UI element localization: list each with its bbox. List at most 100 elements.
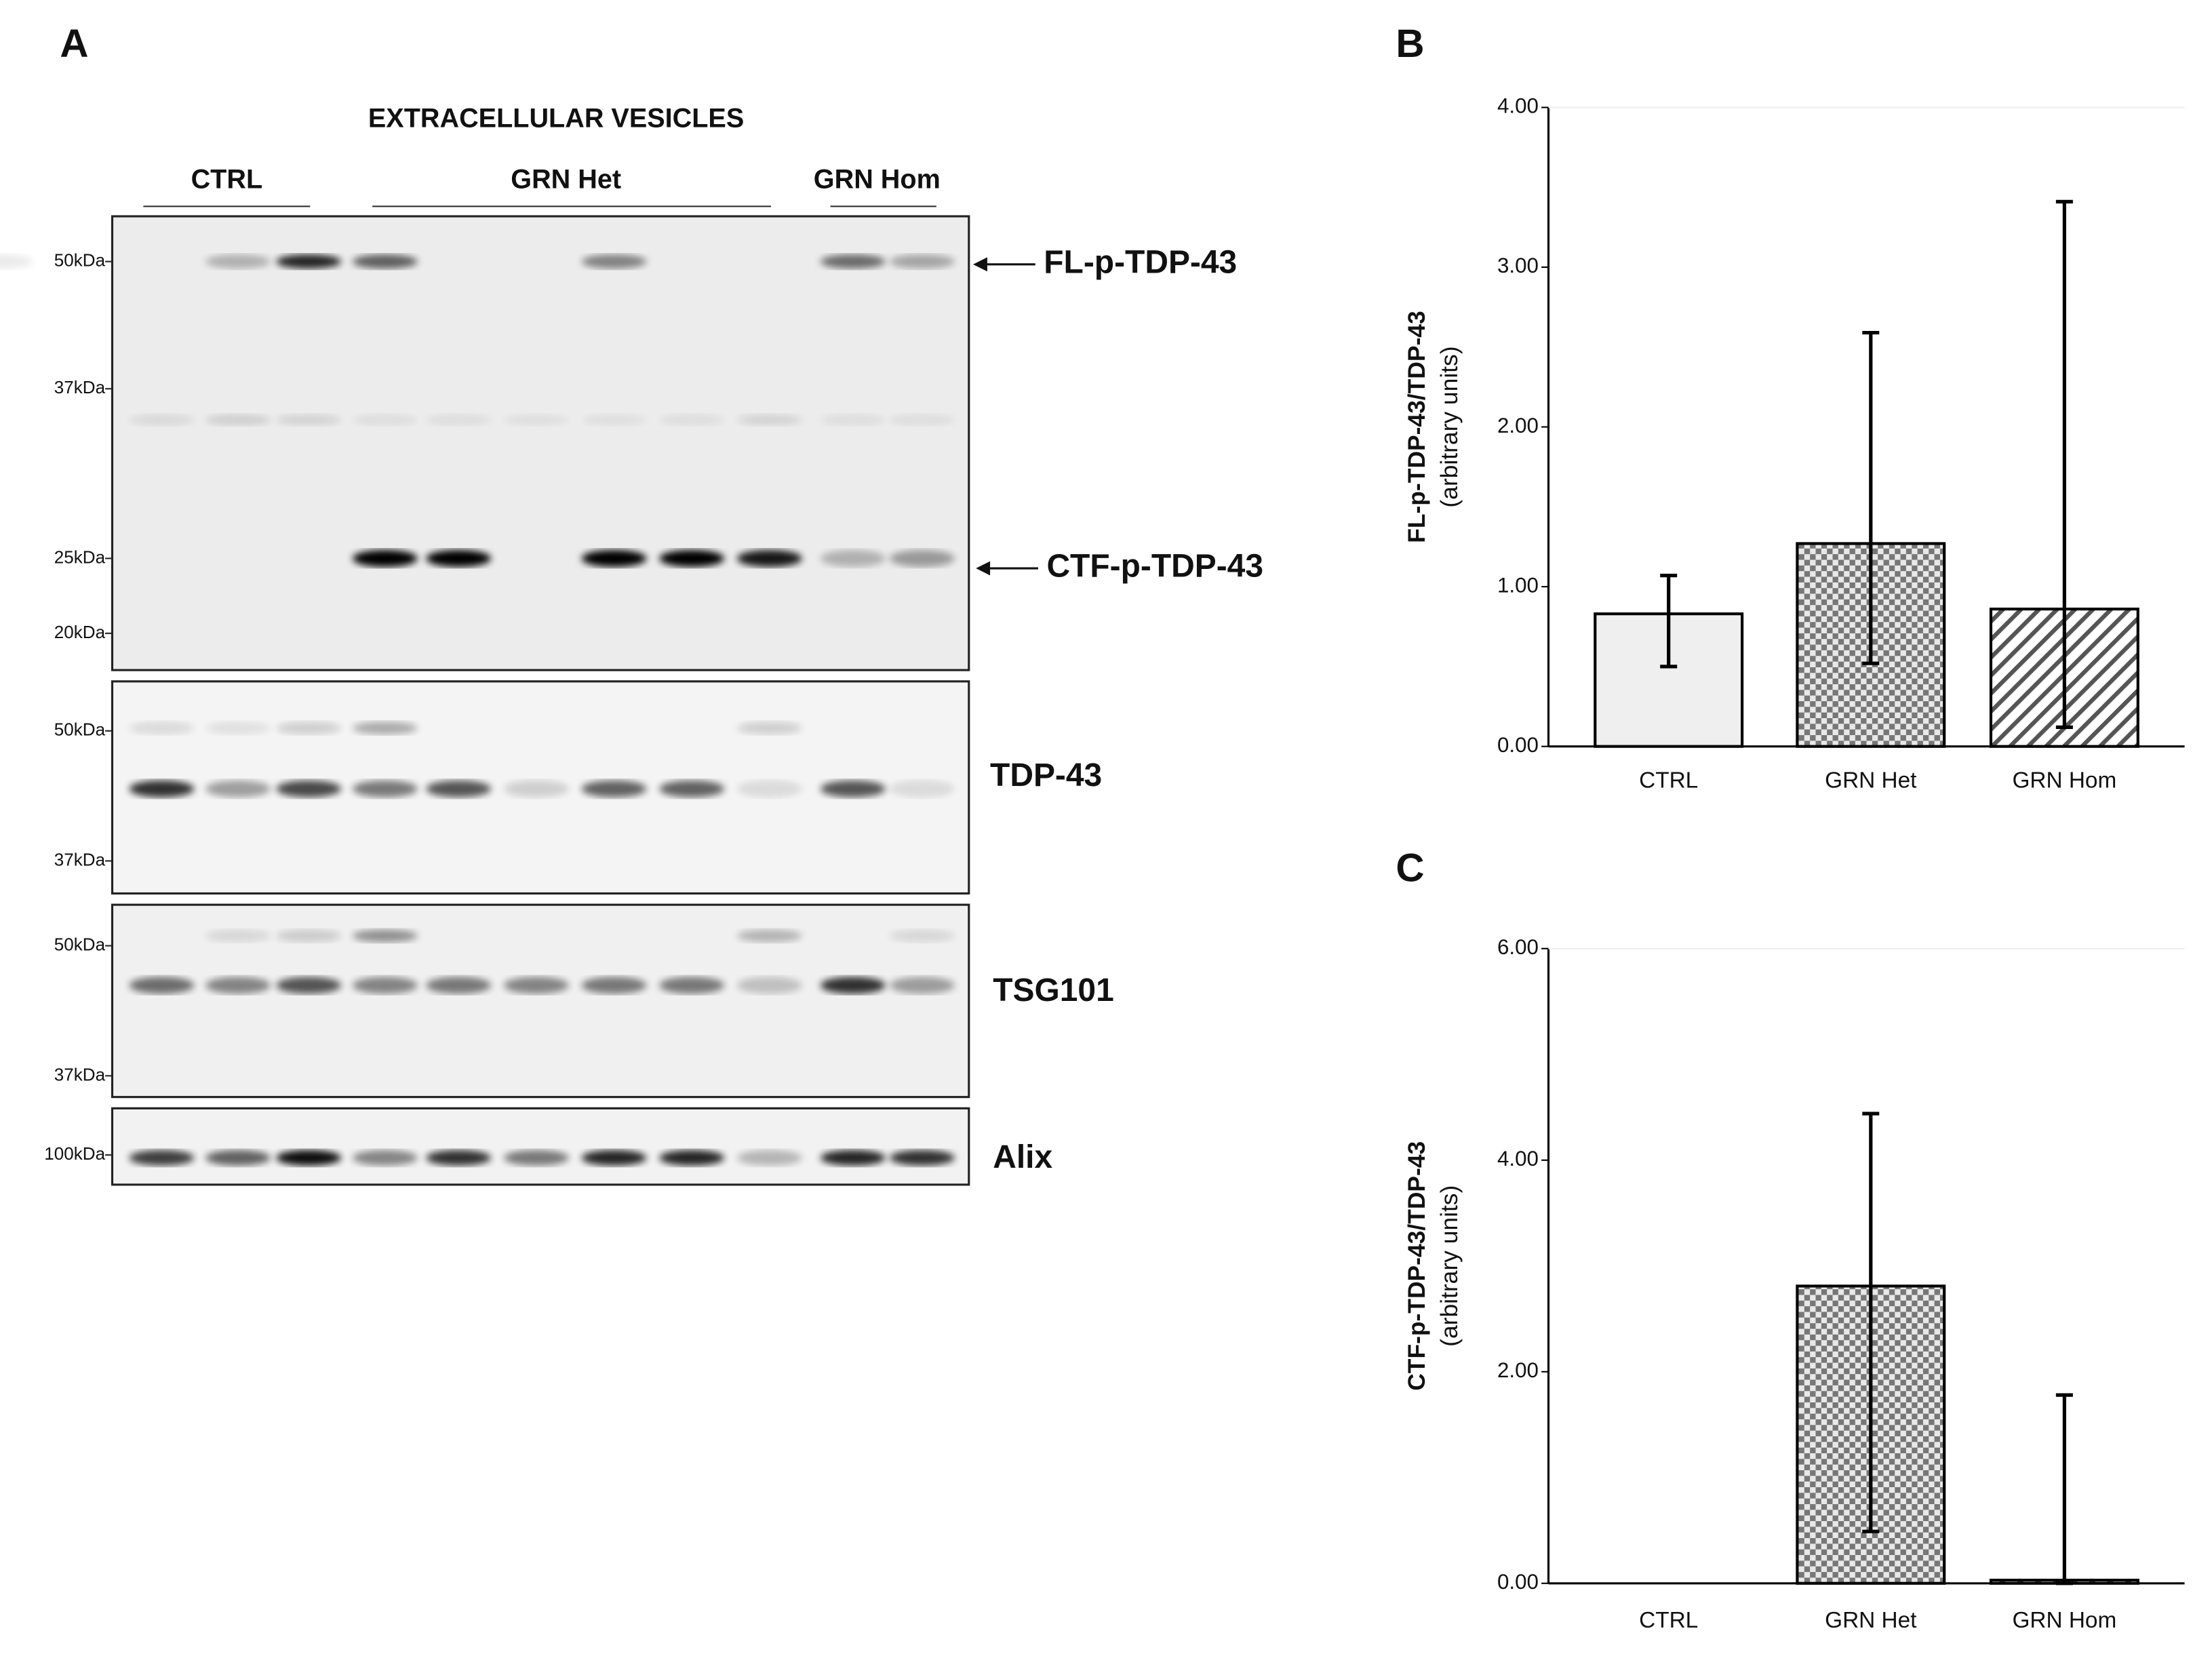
- y-tick-label: 3.00: [1497, 254, 1539, 277]
- band: [581, 780, 647, 798]
- membrane: [111, 1107, 970, 1186]
- panel-letter: C: [1396, 846, 1424, 890]
- band: [352, 977, 418, 994]
- y-tick-label: 6.00: [1497, 935, 1539, 959]
- x-tick-label: GRN Hom: [2012, 768, 2116, 793]
- band: [352, 414, 418, 426]
- band: [129, 414, 195, 426]
- band: [352, 929, 418, 943]
- band: [503, 977, 569, 994]
- band: [820, 780, 886, 798]
- band: [736, 929, 802, 943]
- band: [890, 1149, 955, 1166]
- band: [890, 414, 955, 426]
- arrow-head: [973, 257, 987, 272]
- group-label: GRN Het: [511, 164, 621, 194]
- y-axis-label: (arbitrary units): [1436, 346, 1463, 507]
- band-label: TDP-43: [990, 757, 1102, 793]
- y-tick-label: 4.00: [1497, 1147, 1539, 1170]
- band-label: TSG101: [993, 972, 1114, 1008]
- band: [736, 1149, 802, 1166]
- band: [352, 780, 418, 798]
- y-tick-label: 1.00: [1497, 573, 1539, 597]
- band: [820, 254, 886, 269]
- y-axis-label: FL-p-TDP-43/TDP-43: [1403, 311, 1430, 543]
- membrane: [111, 215, 970, 671]
- band: [736, 414, 802, 426]
- band: [503, 780, 569, 798]
- band: [890, 549, 955, 567]
- marker-label: 100kDa: [44, 1143, 105, 1164]
- band: [820, 977, 886, 994]
- marker-label: 37kDa: [54, 1064, 106, 1084]
- band: [352, 254, 418, 269]
- band: [426, 549, 492, 567]
- panel-letter: B: [1396, 22, 1424, 66]
- y-axis-label: (arbitrary units): [1436, 1185, 1463, 1347]
- band: [659, 414, 725, 426]
- band: [0, 254, 33, 269]
- band: [736, 549, 802, 567]
- x-tick-label: GRN Het: [1825, 1608, 1917, 1633]
- band: [890, 254, 955, 269]
- band: [205, 1149, 271, 1166]
- band: [581, 1149, 647, 1166]
- x-tick-label: CTRL: [1639, 768, 1698, 793]
- band: [205, 414, 271, 426]
- marker-label: 37kDa: [54, 849, 106, 869]
- y-tick-label: 4.00: [1497, 94, 1539, 118]
- band: [659, 549, 725, 567]
- x-tick-label: GRN Het: [1825, 768, 1917, 793]
- y-tick-label: 2.00: [1497, 1358, 1539, 1382]
- band: [426, 780, 492, 798]
- band: [890, 929, 955, 943]
- band: [581, 977, 647, 994]
- marker-label: 50kDa: [54, 934, 106, 954]
- marker-label: 37kDa: [54, 377, 106, 397]
- band: [890, 977, 955, 994]
- band: [426, 414, 492, 426]
- y-tick-label: 2.00: [1497, 414, 1539, 437]
- band: [129, 1149, 195, 1166]
- arrow-head: [976, 561, 991, 576]
- band: [205, 977, 271, 994]
- band-label: Alix: [993, 1139, 1052, 1175]
- band: [890, 780, 955, 798]
- group-label: CTRL: [191, 164, 263, 194]
- band: [276, 722, 342, 734]
- band: [276, 254, 342, 269]
- marker-label: 20kDa: [54, 622, 106, 642]
- band: [352, 549, 418, 567]
- panel-letter: A: [60, 22, 88, 66]
- band: [581, 254, 647, 269]
- band: [659, 977, 725, 994]
- band: [736, 780, 802, 798]
- band: [352, 1149, 418, 1166]
- blot-title: EXTRACELLULAR VESICLES: [368, 104, 744, 134]
- marker-label: 25kDa: [54, 547, 106, 567]
- band: [820, 414, 886, 426]
- y-axis-label: CTF-p-TDP-43/TDP-43: [1403, 1141, 1430, 1391]
- band: [659, 780, 725, 798]
- band: [659, 1149, 725, 1166]
- band: [426, 977, 492, 994]
- band: [276, 780, 342, 798]
- x-tick-label: CTRL: [1639, 1608, 1698, 1633]
- band: [205, 254, 271, 269]
- band: [581, 414, 647, 426]
- y-tick-label: 0.00: [1497, 1570, 1539, 1594]
- band: [276, 929, 342, 943]
- band: [205, 929, 271, 943]
- band: [276, 977, 342, 994]
- band: [205, 722, 271, 734]
- band: [276, 1149, 342, 1166]
- band: [129, 780, 195, 798]
- group-label: GRN Hom: [814, 164, 941, 194]
- band: [426, 1149, 492, 1166]
- band: [352, 722, 418, 734]
- band: [820, 549, 886, 567]
- band: [736, 722, 802, 734]
- band: [581, 549, 647, 567]
- marker-label: 50kDa: [54, 250, 106, 271]
